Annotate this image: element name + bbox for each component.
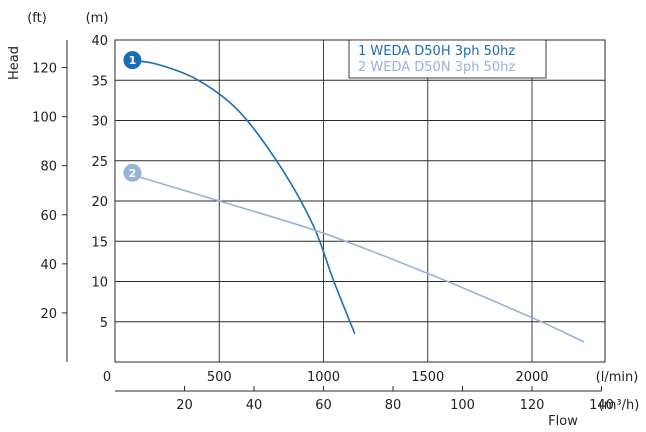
x-primary-tick-label: 1500 [411,370,444,385]
x-secondary-tick-label: 60 [315,398,332,413]
legend-entry-2: 2 WEDA D50N 3ph 50hz [358,60,515,75]
series-line-1 [125,59,356,335]
y-primary-tick-label: 35 [91,74,108,89]
y-primary-tick-label: 15 [91,235,108,250]
x-secondary-tick-label: 40 [246,398,263,413]
legend-entry-1: 1 WEDA D50H 3ph 50hz [358,44,515,59]
y-primary-tick-label: 10 [91,276,108,291]
series-line-2 [125,172,585,343]
x-axis-title: Flow [548,414,578,429]
grid [114,39,606,363]
x-primary-unit: (l/min) [596,370,639,385]
y-primary-tick-label: 20 [91,195,108,210]
series [125,59,585,343]
x-secondary-unit: (m³/h) [599,398,640,413]
series-marker-label: 1 [129,54,137,67]
series-marker-circle [123,163,142,182]
series-marker-2: 2 [123,163,142,182]
x-secondary-tick-label: 80 [385,398,402,413]
y-secondary-tick-label: 40 [40,258,57,273]
x-secondary-tick-label: 20 [176,398,193,413]
y-secondary-tick-label: 100 [32,111,57,126]
y-secondary-tick-label: 20 [40,307,57,322]
y-secondary-tick-label: 80 [40,160,57,175]
series-marker-label: 2 [129,167,137,180]
y-secondary-unit: (ft) [27,11,47,26]
x-secondary-tick-label: 100 [450,398,475,413]
y-axis-title: Head [7,46,22,80]
y-primary-tick-label: 40 [91,34,108,49]
x-primary-tick-label: 1000 [307,370,340,385]
y-primary-tick-label: 25 [91,155,108,170]
legend-box [348,39,547,79]
x-primary-tick-label: 500 [207,370,232,385]
x-secondary-tick-label: 120 [520,398,545,413]
y-secondary-tick-label: 120 [32,62,57,77]
series-marker-1: 1 [123,51,142,70]
series-marker-circle [123,51,142,70]
y-primary-unit: (m) [86,11,109,26]
y-primary-tick-label: 30 [91,115,108,130]
x-secondary-tick-label: 140 [589,398,614,413]
x-primary-tick-label: 0 [103,370,111,385]
series-markers: 12 [123,51,142,182]
x-primary-tick-label: 2000 [515,370,548,385]
y-primary-tick-label: 5 [100,316,108,331]
y-secondary-tick-label: 60 [40,209,57,224]
